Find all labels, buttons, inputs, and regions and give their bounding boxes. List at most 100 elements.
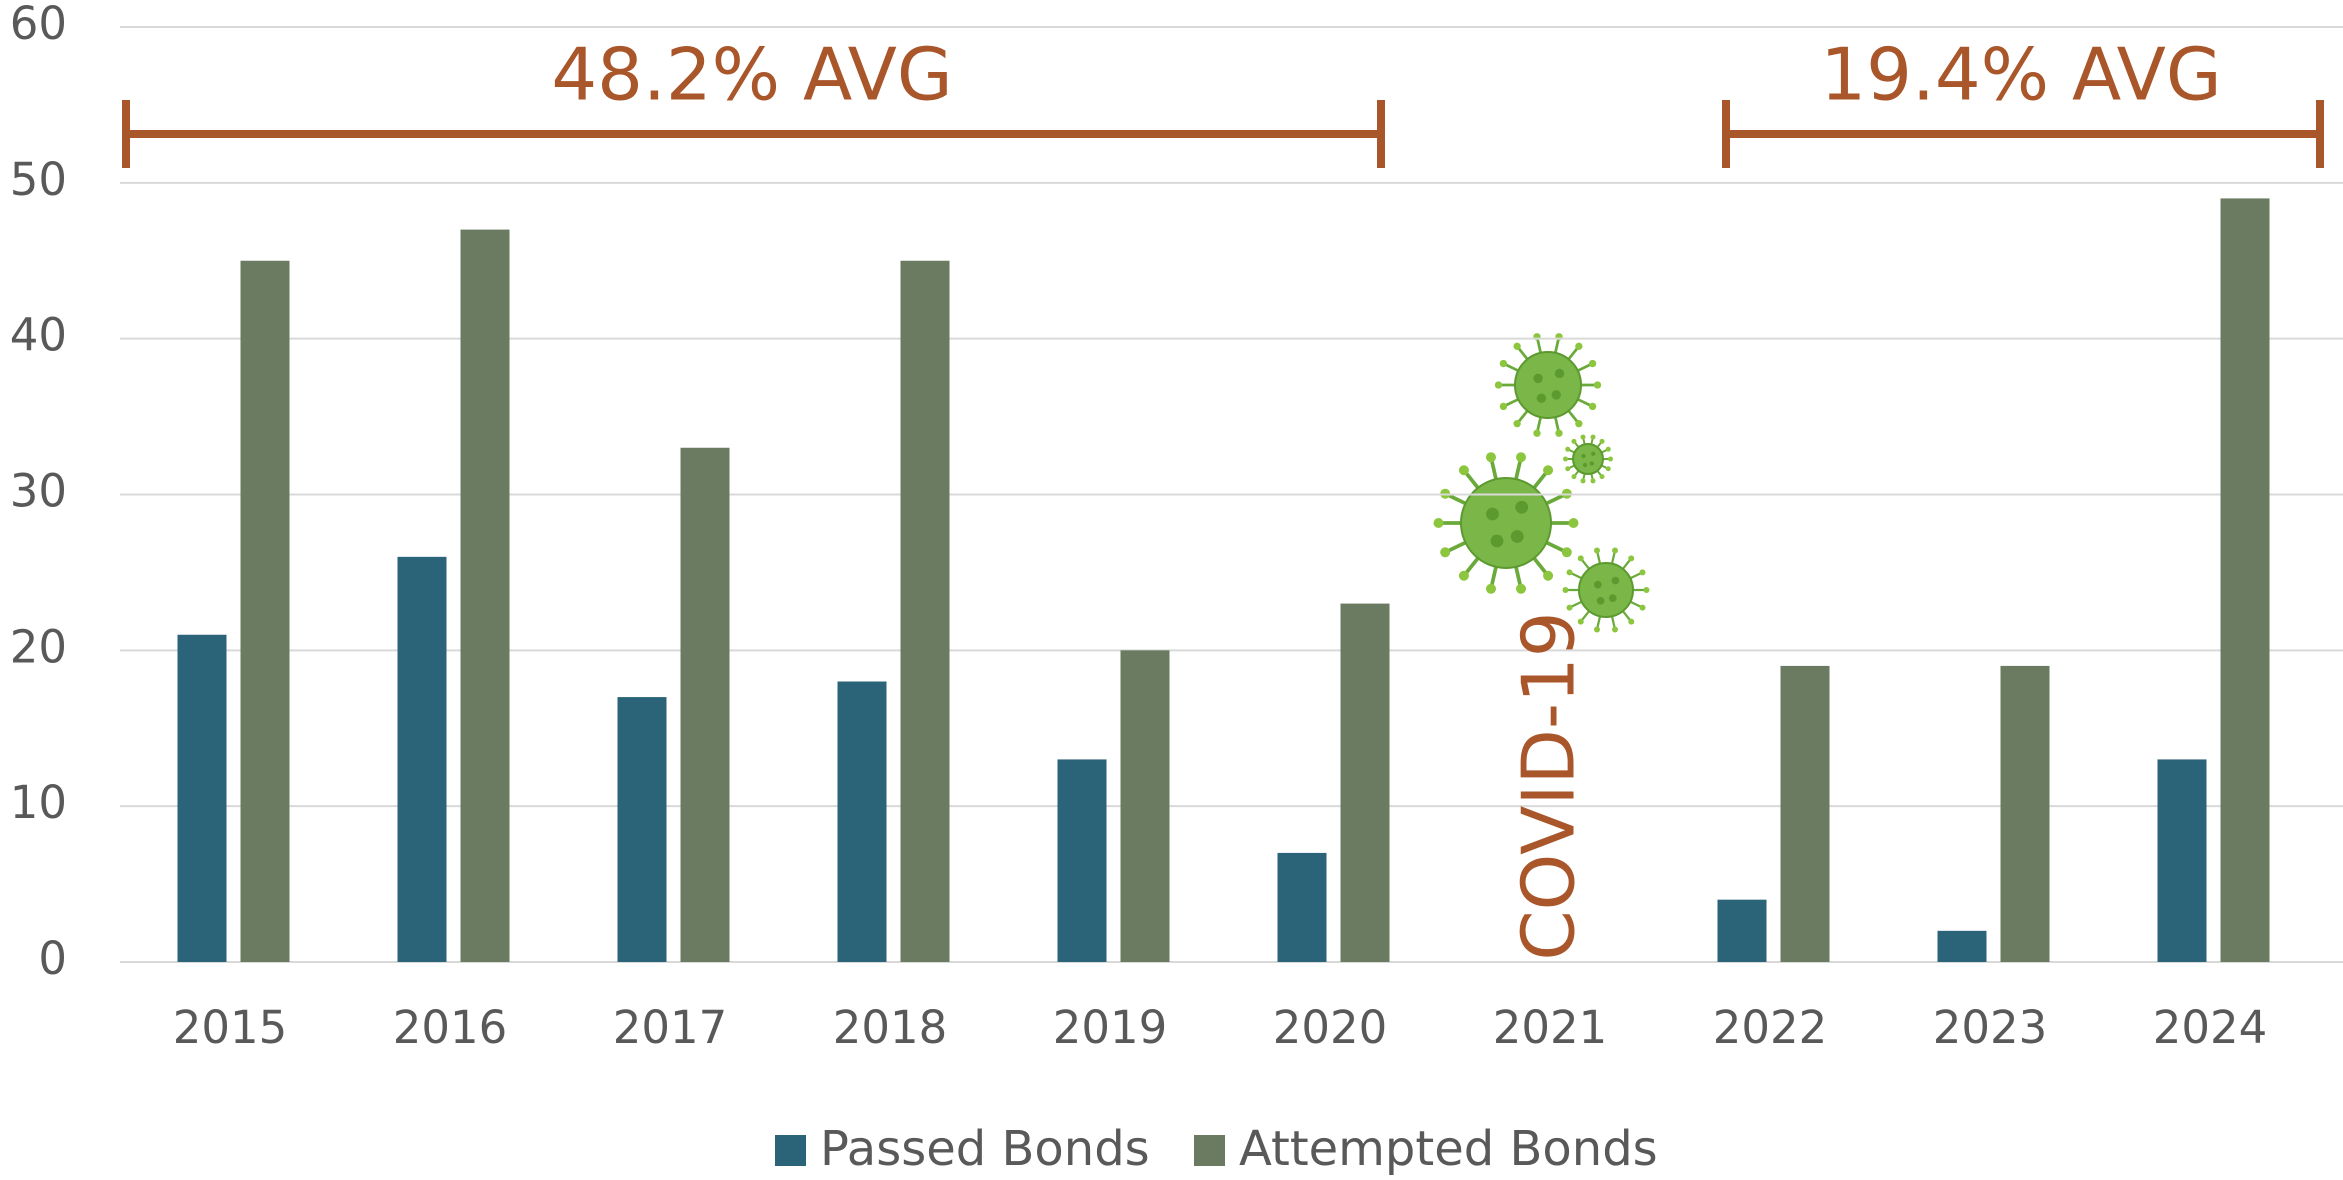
virus-spike [1570,600,1583,609]
virus-tip [1571,438,1577,444]
x-tick-label: 2019 [1053,1001,1168,1054]
bar [1340,603,1390,962]
virus-spot [1515,500,1529,514]
virus-spike [1517,409,1529,424]
virus-tip [1612,626,1619,633]
virus-spike [1596,616,1602,629]
virus-spike [1532,557,1549,576]
virus-spike [1545,540,1566,554]
virus-tip [1612,547,1619,554]
virus-spike [1621,610,1632,622]
x-tick-label: 2020 [1273,1001,1388,1054]
virus-spike [1446,540,1467,554]
virus-spike [1570,571,1583,580]
virus-spike [1517,346,1529,361]
virus-tip [1499,402,1508,411]
virus-tip [1563,456,1568,462]
virus-spike [1567,409,1579,424]
virus-spot [1582,462,1588,468]
virus-spike [1554,338,1560,354]
virus-tip [1593,381,1602,389]
virus-spike [1532,470,1549,489]
virus-spike [1621,558,1632,570]
virus-tip [1485,583,1496,594]
virus-spike [1545,492,1566,506]
virus-spot [1533,373,1543,384]
virus-tip [1639,604,1646,611]
virus-spike [1514,458,1523,480]
virus-tip [1458,465,1469,476]
virus-spike [1610,551,1616,564]
y-tick-label: 60 [10,0,67,50]
legend-swatch [775,1135,806,1166]
virus-tip [1577,555,1584,562]
virus-spike [1580,610,1591,622]
virus-tip [1516,452,1527,463]
bar [397,556,447,962]
virus-tip [1628,555,1635,562]
bar [680,447,730,962]
bar [837,681,887,962]
x-tick-label: 2016 [393,1001,508,1054]
virus-tip [1566,604,1573,611]
bar [177,634,227,962]
virus-tip [1580,478,1586,484]
virus-spike [1610,616,1616,629]
virus-spike [1629,571,1642,580]
y-tick-label: 0 [38,932,67,985]
virus-tip [1628,618,1635,625]
virus-tip [1516,583,1527,594]
virus-tip [1565,446,1571,452]
virus-spike [1446,492,1467,506]
legend-label: Passed Bonds [820,1121,1150,1176]
virus-spike [1596,551,1602,564]
virus-tip [1555,429,1563,437]
bar [1780,665,1830,962]
virus-tip [1588,359,1597,368]
virus-spike [1514,566,1523,588]
virus-spot [1490,534,1504,548]
virus-spot [1589,461,1594,466]
x-tick-label: 2023 [1933,1001,2048,1054]
virus-tip [1458,570,1469,581]
virus-body [1572,443,1604,475]
virus-tip [1562,587,1569,593]
virus-spot [1594,580,1602,589]
virus-tip [1571,474,1577,480]
virus-spot [1554,368,1565,379]
annotation: COVID-19 [1507,611,1591,960]
y-tick-label: 40 [10,309,67,362]
virus-tip [1485,452,1496,463]
bar [460,229,510,963]
legend-label: Attempted Bonds [1239,1121,1658,1176]
virus-body [1514,351,1582,419]
virus-tip [1599,474,1605,480]
virus-tip [1599,438,1605,444]
virus-spot [1551,390,1561,400]
virus-tip [1565,466,1571,472]
virus-tip [1494,381,1503,389]
bar [1120,650,1170,962]
bar [240,260,290,962]
virus-tip [1643,587,1650,593]
virus-tip [1575,420,1583,428]
virus-tip [1513,420,1521,428]
virus-tip [1513,342,1521,350]
virus-tip [1543,465,1554,476]
virus-tip [1566,569,1573,576]
avg-brackets [122,100,2324,168]
virus-spike [1504,398,1519,408]
bar [617,697,667,962]
virus-spike [1489,458,1498,480]
bar [900,260,950,962]
virus-tip [1588,402,1597,411]
x-tick-label: 2022 [1713,1001,1828,1054]
bar [2157,759,2207,962]
virus-spot [1536,393,1547,403]
virus-tip [1639,569,1646,576]
virus-tip [1577,618,1584,625]
bar [2220,198,2270,962]
x-tick-label: 2017 [613,1001,728,1054]
x-tick-label: 2024 [2153,1001,2268,1054]
